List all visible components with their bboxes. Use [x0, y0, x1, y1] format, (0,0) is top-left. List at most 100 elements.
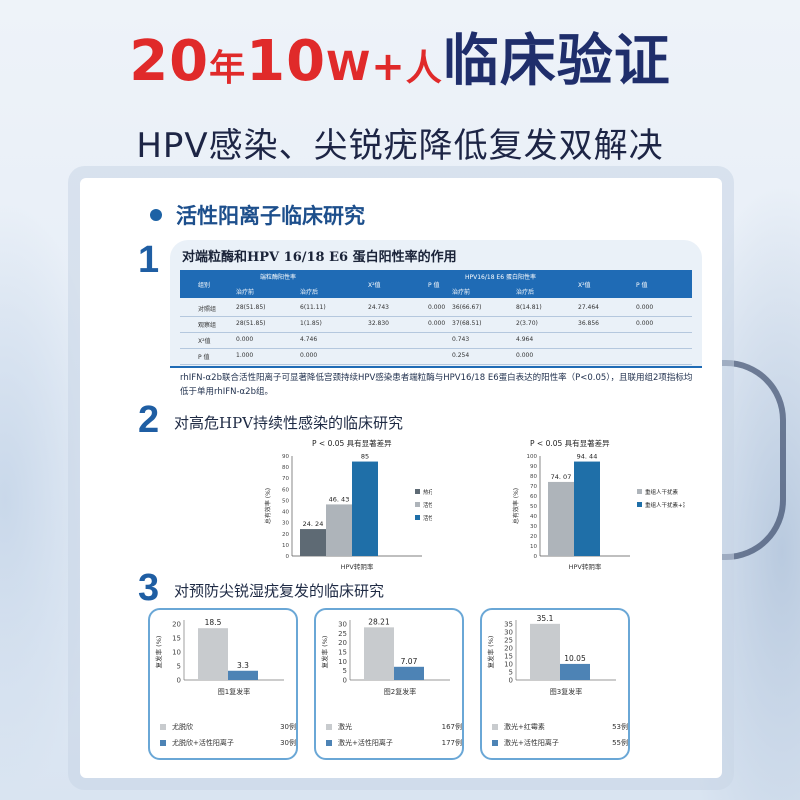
legend-label: 激光	[338, 723, 352, 731]
chart-title: P < 0.05 具有显著差异	[312, 438, 392, 448]
x-axis-label: 图2复发率	[384, 687, 416, 696]
y-tick-label: 100	[527, 454, 538, 460]
table-row-divider	[180, 364, 692, 365]
recurrence-card-2: 0 5 10 15 20 25 30 复发率 (%) 图2复发率 28.21 7.07 激光 167例激…	[314, 608, 464, 760]
y-tick-label: 30	[504, 629, 513, 637]
legend-count: 53例	[612, 723, 628, 731]
bar-2	[228, 670, 258, 680]
legend-label: 尤脱欣+活性阳离子	[172, 739, 234, 747]
table-cell: 27.464	[578, 304, 599, 311]
y-tick-label: 10	[504, 661, 513, 669]
y-tick-label: 35	[504, 621, 513, 629]
y-tick-label: 10	[282, 543, 289, 549]
col-group: 组别	[198, 282, 211, 289]
recurrence-card-3: 0 5 10 15 20 25 30 35 复发率 (%) 图3复发率 35.1 10.05 激光+红霉…	[480, 608, 630, 760]
legend-row: 激光+红霉素 53例	[492, 722, 628, 732]
y-tick-label: 50	[282, 498, 289, 504]
table-cell: 0.000	[300, 352, 318, 359]
table-cell: 0.000	[428, 320, 446, 327]
group-header-telomerase: 端粒酶阳性率	[260, 274, 297, 281]
section-2-title: 对高危HPV持续性感染的临床研究	[174, 414, 404, 432]
card-heading-text: 活性阳离子临床研究	[176, 203, 365, 228]
hero-title: 20年10W+人临床验证	[0, 26, 800, 105]
legend-swatch	[415, 489, 420, 494]
legend-swatch	[160, 724, 166, 730]
chart-recurrence-1: 0 5 10 15 20 复发率 (%) 图1复发率 18.5 3.3	[154, 618, 284, 696]
col-chi: X²值	[368, 282, 381, 289]
group-header-hpv: HPV16/18 E6 蛋白阳性率	[465, 274, 536, 281]
legend-swatch	[492, 724, 498, 730]
x-axis-label: 图1复发率	[218, 687, 250, 696]
bar-2	[560, 663, 590, 680]
y-tick-label: 80	[530, 474, 537, 480]
y-tick-label: 40	[282, 510, 289, 516]
title-w-plus: W+	[326, 44, 406, 90]
col-chi-2: X²值	[578, 282, 591, 289]
table-cell: 1.000	[236, 352, 254, 359]
bar-value-label: 7.07	[401, 657, 418, 666]
title-number-20: 20	[129, 29, 210, 94]
table-cell: X²值	[198, 338, 211, 345]
legend-label: 活性阳离子+热疗	[423, 514, 432, 522]
table-header: 组别 端粒酶阳性率 治疗前 治疗后 X²值 P 值 HPV16/18 E6 蛋白…	[180, 270, 692, 298]
table-cell: 36.856	[578, 320, 599, 327]
legend-row: 尤脱欣+活性阳离子 30例	[160, 738, 296, 748]
table-row-divider	[180, 332, 692, 333]
y-axis-label: 总有效率 (%)	[512, 488, 520, 524]
y-tick-label: 90	[530, 464, 537, 470]
y-axis-label: 复发率 (%)	[320, 636, 329, 669]
table-cell: 观察组	[198, 322, 217, 329]
bar-1	[198, 628, 228, 680]
table-cell: 1(1.85)	[300, 320, 322, 327]
table-cell: 0.000	[428, 304, 446, 311]
bar-value-label: 85	[361, 453, 369, 461]
y-tick-label: 20	[530, 534, 537, 540]
y-tick-label: 0	[534, 554, 538, 560]
y-tick-label: 70	[282, 476, 289, 482]
col-after: 治疗后	[300, 289, 319, 296]
table-cell: P 值	[198, 354, 210, 361]
chart-hpv-thermo: P < 0.05 具有显著差异 0 10 20 30 40 50 60 70 80 90 总有效率 (…	[264, 438, 432, 571]
legend-swatch	[160, 740, 166, 746]
y-tick-label: 5	[509, 669, 513, 677]
title-year-char: 年	[209, 48, 247, 89]
legend-label: 重组人干扰素+活性阳离子	[645, 501, 685, 509]
section-number-2: 2	[138, 399, 160, 441]
legend-swatch	[326, 724, 332, 730]
table-cell: 0.000	[636, 304, 654, 311]
legend-swatch	[415, 515, 420, 520]
section-number-1: 1	[138, 239, 160, 281]
table-note: rhIFN-α2b联合活性阳离子可显著降低宫颈持续HPV感染患者端粒酶与HPV1…	[180, 373, 693, 397]
title-person-char: 人	[405, 48, 443, 89]
legend-swatch	[326, 740, 332, 746]
y-tick-label: 0	[509, 677, 513, 685]
legend-count: 177例	[441, 739, 462, 747]
y-tick-label: 70	[530, 484, 537, 490]
y-tick-label: 25	[504, 637, 513, 645]
table-cell: 4.964	[516, 336, 534, 343]
y-tick-label: 0	[177, 677, 181, 685]
bar-2	[326, 504, 352, 556]
y-tick-label: 5	[343, 667, 347, 675]
y-axis-label: 复发率 (%)	[486, 636, 495, 669]
y-tick-label: 20	[338, 639, 347, 647]
table-cell: 0.000	[636, 320, 654, 327]
y-tick-label: 60	[282, 487, 289, 493]
section-number-3: 3	[138, 567, 160, 609]
legend-row: 激光+活性阳离子 55例	[492, 738, 628, 748]
x-axis-label: HPV转阴率	[569, 562, 602, 571]
y-tick-label: 20	[282, 532, 289, 538]
section-3-title: 对预防尖锐湿疣复发的临床研究	[174, 582, 385, 600]
recurrence-card-1: 0 5 10 15 20 复发率 (%) 图1复发率 18.5 3.3 尤脱欣 30例 尤脱欣+活性阳…	[148, 608, 298, 760]
legend-label: 激光+活性阳离子	[338, 739, 393, 747]
bar-value-label: 28.21	[368, 617, 390, 626]
chart-hpv-interferon: P < 0.05 具有显著差异 0 10 20 30 40 50 60 70 80 90 100 总有效…	[512, 438, 685, 571]
bar-value-label: 18.5	[205, 618, 222, 627]
table-title: 对端粒酶和HPV 16/18 E6 蛋白阳性率的作用	[182, 250, 457, 265]
table-cell: 37(68.51)	[452, 320, 482, 327]
legend-count: 30例	[280, 723, 296, 731]
y-tick-label: 0	[343, 677, 347, 685]
y-tick-label: 30	[530, 524, 537, 530]
y-axis-label: 总有效率 (%)	[264, 488, 272, 524]
legend-count: 167例	[441, 723, 462, 731]
